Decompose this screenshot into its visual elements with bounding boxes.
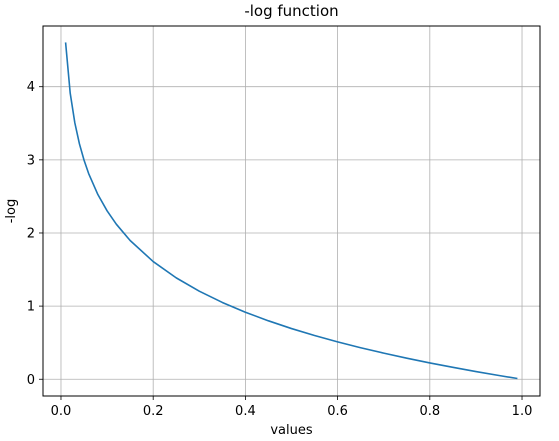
x-tick-label: 0.4 bbox=[235, 404, 256, 419]
x-tick-label: 1.0 bbox=[512, 404, 533, 419]
series-line bbox=[64, 42, 518, 380]
x-tick-label: 0.0 bbox=[51, 404, 72, 419]
plot-lines bbox=[64, 42, 518, 380]
y-axis-title: -log bbox=[4, 199, 19, 224]
x-axis-title: values bbox=[270, 423, 313, 438]
grid bbox=[43, 26, 540, 396]
ticks: 0.0 0.2 0.4 0.6 0.8 1.0 0 1 2 3 4 bbox=[27, 80, 533, 419]
x-tick-label: 0.6 bbox=[327, 404, 348, 419]
plot-frame bbox=[42, 25, 541, 397]
y-tick-label: 0 bbox=[27, 373, 35, 388]
x-tick-label: 0.8 bbox=[419, 404, 440, 419]
y-tick-label: 2 bbox=[27, 226, 35, 241]
x-tick-label: 0.2 bbox=[143, 404, 164, 419]
y-tick-label: 1 bbox=[27, 300, 35, 315]
y-tick-label: 4 bbox=[27, 80, 35, 95]
y-tick-label: 3 bbox=[27, 153, 35, 168]
chart-title: -log function bbox=[244, 2, 338, 20]
